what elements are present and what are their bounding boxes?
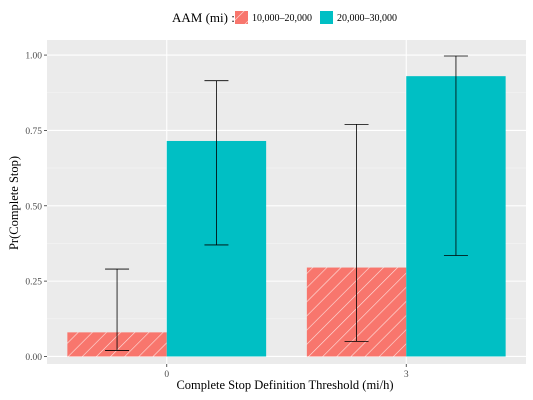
y-tick-label: 0.25 [25,278,42,288]
y-tick-label: 1.00 [25,52,42,62]
x-tick-label: 3 [404,370,409,380]
x-tick-label: 0 [164,370,169,380]
legend-title: AAM (mi) : [172,10,235,25]
legend-swatch-series-2 [320,11,333,24]
y-tick-label: 0.50 [25,202,42,212]
legend-label-series-2: 20,000–30,000 [337,13,397,24]
y-tick-label: 0.00 [25,353,42,363]
plot-area: 0.00 0.25 0.50 0.75 1.00 0 3 [25,40,526,380]
legend-swatch-series-1 [235,11,248,24]
y-tick-label: 0.75 [25,127,42,137]
legend-label-series-1: 10,000–20,000 [252,13,312,24]
legend: AAM (mi) : 10,000–20,000 20,000–30,000 [172,10,397,25]
x-axis-title: Complete Stop Definition Threshold (mi/h… [176,378,393,392]
y-axis-title: Pr(Complete Stop) [7,156,21,250]
